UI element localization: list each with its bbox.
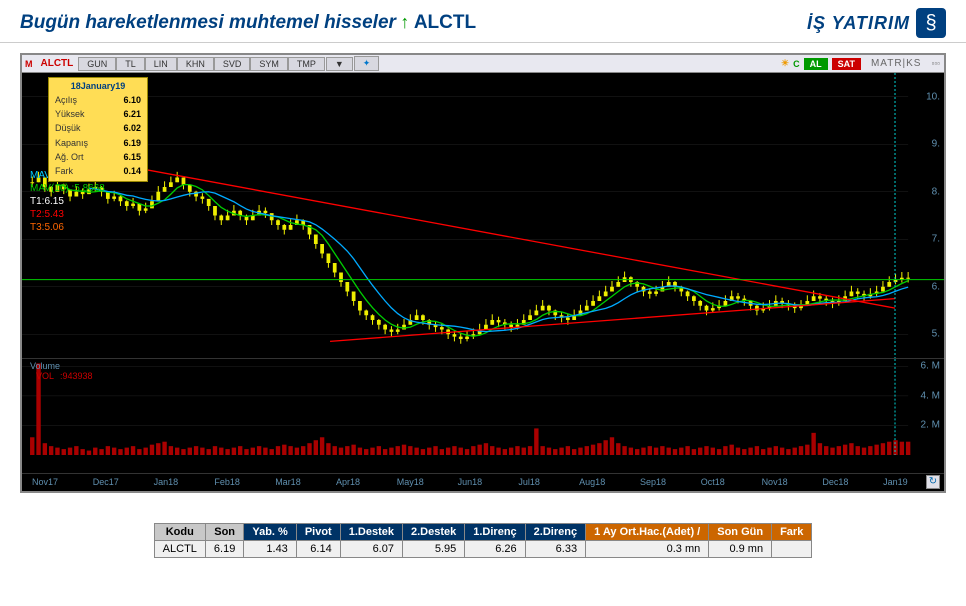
toolbar-m-icon: M [22, 59, 36, 69]
ohlc-row: Ağ. Ort6.15 [55, 151, 141, 163]
summary-cell: 5.95 [402, 541, 464, 558]
brand-logo: İŞ YATIRIM § [807, 8, 946, 38]
summary-cell: 0.9 mn [709, 541, 772, 558]
title-text: Bugün hareketlenmesi muhtemel hisseler [20, 12, 396, 33]
ohlc-info-box: 18January19 Açılış6.10 Yüksek6.21 Düşük6.0… [48, 77, 148, 182]
time-tick: Jan18 [154, 474, 215, 491]
title-ticker: ALCTL [414, 12, 476, 33]
ohlc-date: 18January19 [53, 80, 143, 92]
summary-cell: 6.07 [340, 541, 402, 558]
y-tick: 4. M [921, 390, 940, 401]
ohlc-row: Yüksek6.21 [55, 108, 141, 120]
indicator-label: MAV(10) :5.8668 [30, 182, 105, 195]
summary-header: 2.Destek [402, 524, 464, 541]
matriks-brand: MATR|KS [865, 58, 928, 69]
toolbar-btn-lin[interactable]: LIN [145, 57, 177, 71]
summary-cell: ALCTL [154, 541, 205, 558]
volume-value: :943938 [60, 371, 93, 381]
up-arrow-icon: ↑ [400, 12, 409, 32]
page-header: Bugün hareketlenmesi muhtemel hisseler ↑… [0, 0, 966, 43]
toolbar-share-icon[interactable]: ✦ [354, 56, 380, 71]
toolbar-btn-tmp[interactable]: TMP [288, 57, 325, 71]
toolbar-btn-svd[interactable]: SVD [214, 57, 251, 71]
toolbar-star-icon[interactable]: ☀ [781, 58, 789, 69]
toolbar-dropdown[interactable]: ▼ [326, 57, 353, 71]
indicator-label: T2:5.43 [30, 208, 105, 221]
time-tick: Jun18 [458, 474, 519, 491]
toolbar-btn-sym[interactable]: SYM [250, 57, 288, 71]
price-chart-pane[interactable]: 5. 6. 7. 8. 9. 10. 18January19 Açılış6.10 Yüks… [22, 73, 944, 358]
badge-al: AL [804, 58, 828, 70]
summary-cell [772, 541, 812, 558]
volume-label: Volume VOL:943938 [30, 361, 93, 381]
volume-chart-pane[interactable]: Volume VOL:943938 2. M 4. M 6. M [22, 358, 944, 455]
summary-header: Yab. % [244, 524, 296, 541]
chart-toolbar: M ALCTL GUNTLLINKHNSVDSYMTMP ▼ ✦ ☀ C AL … [22, 55, 944, 73]
time-tick: Feb18 [214, 474, 275, 491]
volume-chart-svg [22, 359, 944, 455]
toolbar-btn-khn[interactable]: KHN [177, 57, 214, 71]
summary-header: 1.Direnç [465, 524, 525, 541]
time-tick: Nov17 [32, 474, 93, 491]
y-tick: 5. [932, 329, 940, 340]
y-tick: 10. [926, 91, 940, 102]
ohlc-row: Fark0.14 [55, 165, 141, 177]
price-y-axis: 5. 6. 7. 8. 9. 10. [914, 73, 944, 358]
summary-header: Kodu [154, 524, 205, 541]
time-tick: Dec17 [93, 474, 154, 491]
indicator-label: T3:5.06 [30, 221, 105, 234]
toolbar-symbol: ALCTL [37, 58, 78, 69]
ohlc-row: Açılış6.10 [55, 94, 141, 106]
summary-cell: 6.33 [525, 541, 585, 558]
summary-header: Son Gün [709, 524, 772, 541]
summary-cell: 1.43 [244, 541, 296, 558]
ohlc-row: Düşük6.02 [55, 122, 141, 134]
summary-header: 1 Ay Ort.Hac.(Adet) / [586, 524, 709, 541]
y-tick: 7. [932, 234, 940, 245]
summary-cell: 0.3 mn [586, 541, 709, 558]
refresh-icon[interactable]: ↻ [926, 475, 940, 489]
brand-icon: § [916, 8, 946, 38]
time-tick: Jul18 [518, 474, 579, 491]
time-tick: Sep18 [640, 474, 701, 491]
time-tick: Nov18 [762, 474, 823, 491]
summary-header: Fark [772, 524, 812, 541]
summary-header: 1.Destek [340, 524, 402, 541]
y-tick: 6. M [921, 361, 940, 372]
brand-text: İŞ YATIRIM [807, 13, 910, 34]
page-title: Bugün hareketlenmesi muhtemel hisseler ↑… [20, 12, 476, 34]
time-tick: Aug18 [579, 474, 640, 491]
toolbar-btn-tl[interactable]: TL [116, 57, 145, 71]
summary-header: 2.Direnç [525, 524, 585, 541]
summary-header: Pivot [296, 524, 340, 541]
time-tick: Oct18 [701, 474, 762, 491]
time-tick: Mar18 [275, 474, 336, 491]
y-tick: 2. M [921, 420, 940, 431]
summary-cell: 6.14 [296, 541, 340, 558]
time-tick: May18 [397, 474, 458, 491]
toolbar-btn-gun[interactable]: GUN [78, 57, 116, 71]
price-chart-svg [22, 73, 944, 358]
summary-cell: 6.19 [205, 541, 243, 558]
y-tick: 6. [932, 281, 940, 292]
window-controls-icon[interactable]: ▫▫▫ [931, 59, 940, 68]
volume-label-text: Volume [30, 361, 60, 371]
summary-header: Son [205, 524, 243, 541]
chart-container: M ALCTL GUNTLLINKHNSVDSYMTMP ▼ ✦ ☀ C AL … [20, 53, 946, 493]
summary-cell: 6.26 [465, 541, 525, 558]
y-tick: 8. [932, 186, 940, 197]
time-axis: Nov17Dec17Jan18Feb18Mar18Apr18May18Jun18… [22, 473, 944, 491]
toolbar-c-icon[interactable]: C [793, 59, 800, 69]
time-tick: Dec18 [822, 474, 883, 491]
indicator-label: T1:6.15 [30, 195, 105, 208]
time-tick: Apr18 [336, 474, 397, 491]
summary-table: KoduSonYab. %Pivot1.Destek2.Destek1.Dire… [154, 523, 813, 558]
ohlc-row: Kapanış6.19 [55, 137, 141, 149]
volume-y-axis: 2. M 4. M 6. M [914, 359, 944, 455]
badge-sat: SAT [832, 58, 861, 70]
y-tick: 9. [932, 139, 940, 150]
